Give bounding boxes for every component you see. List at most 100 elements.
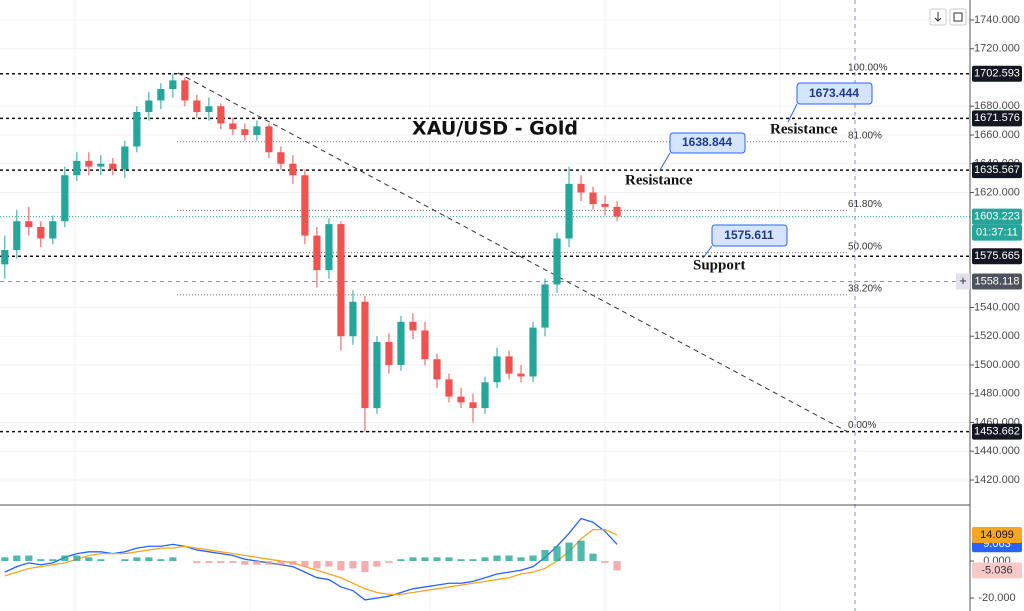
reset-icon [953,12,963,22]
price-axis: 1740.0001720.0001680.0001660.0001640.000… [956,14,1022,604]
fib-label: 0.00% [848,420,876,431]
candle-body [265,126,273,153]
candle-body [205,106,213,112]
reset-button[interactable] [949,8,967,26]
candle-body [469,402,477,409]
callout-label: 1575.611 [724,228,774,242]
candle-body [289,163,297,176]
callout-box [711,224,788,247]
crosshair-button[interactable] [956,273,970,290]
callout-leader [659,152,671,171]
candle-body [121,146,129,170]
candle-body [421,330,429,360]
histogram-bar [73,555,81,562]
axis-tag-label: 14.099 [980,529,1014,541]
axis-tag-label: 1575.665 [974,250,1020,262]
histogram-bar [313,561,321,569]
candle-body [169,80,177,89]
y2-tick-label: -20.000 [978,592,1015,604]
chart-title: XAU/USD - Gold [412,118,578,140]
candle-body [133,111,141,147]
histogram-bar [133,557,141,562]
histogram-bar [61,555,69,562]
callout-box [669,132,746,154]
candle-body [61,175,69,222]
candle-body [277,152,285,164]
histogram-bar [589,553,597,562]
y-tick-label: 1540.000 [974,301,1020,313]
candle-body [337,224,345,337]
candle-body [157,88,165,101]
histogram-bar [601,561,609,563]
histogram-bar [565,542,573,562]
fib-label: 81.00% [848,130,882,141]
histogram-bar [157,559,165,562]
histogram-bar [433,557,441,562]
histogram-bar [37,559,45,562]
candle-body [145,100,153,112]
axis-tag [972,423,1022,440]
axis-tag [972,273,1022,290]
candle-body [541,284,549,328]
macd-line [4,517,618,601]
histogram-bar [505,555,513,562]
histogram-bar [301,561,309,567]
candle-body [349,301,357,337]
axis-tag [972,562,1022,579]
histogram-bar [241,561,249,565]
axis-tag-label: 1671.576 [974,112,1020,124]
histogram-bar [325,561,333,567]
annotation: Resistance [625,172,693,188]
histogram-bar [577,540,585,562]
candle-body [301,175,309,236]
histogram-bar [397,559,405,562]
candle-body [73,160,81,176]
fib-label: 38.20% [848,284,882,295]
y-tick-label: 1620.000 [974,186,1020,198]
histogram-bar [529,555,537,562]
histogram-bar [277,561,285,565]
axis-tag [972,162,1022,179]
candle-body [433,359,441,380]
histogram-bar [481,557,489,562]
vertical-grid [74,0,781,611]
histogram-bar [445,557,453,562]
histogram-bar [349,561,357,569]
candle-body [109,163,117,170]
axis-tag-label: -5.036 [981,564,1012,576]
histogram-bar [97,559,105,562]
candle-body [577,183,585,193]
callout-box [796,82,873,105]
y-tick-label: 1520.000 [974,330,1020,342]
candle-body [313,235,321,271]
histogram-bar [289,561,297,565]
candle-body [397,321,405,365]
histogram-bar [193,561,201,563]
candle-body [49,221,57,239]
callout-leader [787,103,798,123]
y-tick-label: 1480.000 [974,388,1020,400]
levels [0,73,970,433]
axis-tag-label: 01:37:11 [976,227,1018,239]
candle-body [385,341,393,365]
histogram-bar [265,561,273,565]
fib-label: 50.00% [848,241,882,252]
histogram-bar [217,561,225,563]
axis-tag-label: 1453.662 [974,426,1020,438]
histogram-bar [613,561,621,571]
axis-tag-label: 1558.118 [974,275,1019,287]
y-tick-label: 1720.000 [974,43,1020,55]
candle-body [97,163,105,167]
candle-body [373,341,381,409]
candle-body [409,321,417,331]
callout-leader [702,245,713,259]
axis-tag [972,110,1022,127]
axis-tag-label: 1635.567 [974,164,1020,176]
y-tick-label: 1680.000 [974,100,1020,112]
y-tick-label: 1440.000 [974,445,1020,457]
histogram-bar [421,557,429,562]
candles [1,73,621,432]
axis-tag [972,208,1022,225]
candle-body [589,192,597,204]
